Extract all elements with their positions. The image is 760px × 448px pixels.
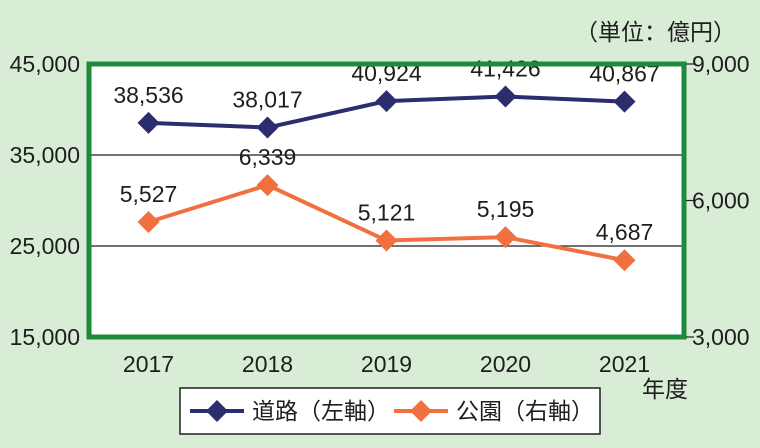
- legend-label: 道路（左軸）: [252, 398, 390, 424]
- y-axis-right: 9,000 6,000 3,000: [686, 51, 750, 350]
- data-label: 5,527: [120, 181, 178, 207]
- data-point: [137, 111, 160, 134]
- y-left-tick-label: 15,000: [10, 324, 80, 350]
- x-tick-label: 2019: [361, 351, 412, 377]
- x-tick-label: 2021: [599, 351, 650, 377]
- data-point: [494, 85, 517, 108]
- data-point: [375, 90, 398, 113]
- x-tick-label: 2018: [242, 351, 293, 377]
- data-point: [494, 226, 517, 249]
- data-label: 5,121: [358, 199, 416, 225]
- data-label: 38,017: [232, 87, 302, 113]
- data-point: [613, 249, 636, 272]
- data-point: [256, 116, 279, 139]
- y-left-tick-label: 35,000: [10, 142, 80, 168]
- y-left-tick-label: 25,000: [10, 233, 80, 259]
- data-point: [375, 229, 398, 252]
- unit-note: （単位：億円）: [575, 19, 736, 45]
- data-label: 6,339: [239, 144, 297, 170]
- plot-frame: [86, 61, 687, 340]
- legend-marker: [206, 400, 228, 422]
- data-label: 41,426: [470, 56, 540, 82]
- data-label: 4,687: [596, 219, 654, 245]
- legend-label: 公園（右軸）: [456, 398, 594, 424]
- data-label: 5,195: [477, 196, 535, 222]
- data-point: [613, 90, 636, 113]
- legend-marker: [410, 400, 432, 422]
- x-axis-title: 年度: [642, 376, 688, 402]
- y-right-tick-label: 3,000: [692, 324, 750, 350]
- data-label: 38,536: [113, 82, 183, 108]
- x-tick-label: 2017: [123, 351, 174, 377]
- legend: 道路（左軸） 公園（右軸）: [190, 398, 594, 424]
- x-tick-label: 2020: [480, 351, 531, 377]
- data-point: [256, 174, 279, 197]
- data-point: [137, 211, 160, 234]
- legend-box: [179, 387, 601, 435]
- y-left-tick-label: 45,000: [10, 51, 80, 77]
- y-axis-left: 45,000 35,000 25,000 15,000: [10, 51, 80, 350]
- y-right-tick-label: 6,000: [692, 188, 750, 214]
- x-axis: 2017 2018 2019 2020 2021: [123, 351, 650, 377]
- y-right-tick-label: 9,000: [692, 51, 750, 77]
